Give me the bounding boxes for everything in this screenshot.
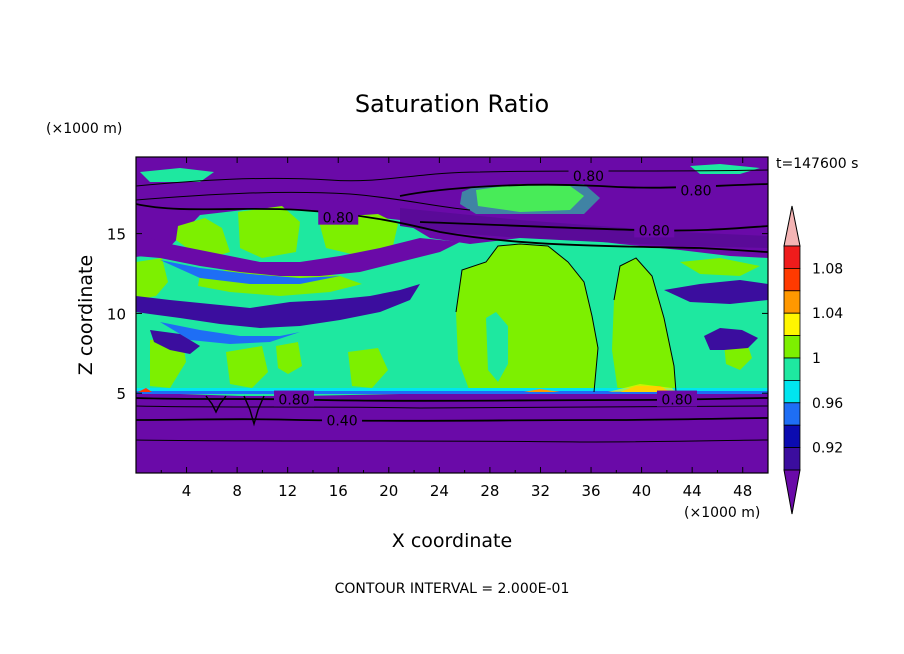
contour-label: 0.80 (278, 393, 309, 409)
field-region-cyan-base-band (136, 388, 768, 391)
colorbar-under-triangle (783, 469, 801, 515)
x-tick-label: 40 (632, 482, 651, 500)
contour-label-bg (634, 221, 675, 238)
colorbar-segment (783, 335, 801, 359)
contour-line-base-1 (136, 397, 768, 402)
x-unit-label: (×1000 m) (684, 505, 760, 521)
time-label: t=147600 s (776, 156, 858, 172)
field-region-blue-base-band (136, 390, 768, 394)
contour-label-bg (322, 411, 363, 428)
field-region-orange-base-left (138, 388, 152, 392)
x-tick-label: 8 (232, 482, 242, 500)
field-region-orange-base-mid (524, 389, 560, 392)
field-region-teal-top-left (140, 168, 214, 182)
contour-label: 0.40 (326, 413, 357, 429)
x-axis-label: X coordinate (392, 530, 512, 552)
x-tick-label: 48 (733, 482, 752, 500)
colorbar-segment (783, 357, 801, 381)
contour-line-base-2 (136, 405, 768, 409)
field-region-green-lower-d (348, 348, 388, 388)
contour-line-upper-3 (419, 221, 768, 232)
contour-line-base-4 (136, 439, 768, 443)
field-region-green-lower-c (276, 342, 302, 374)
colorbar-label: 1.04 (812, 306, 843, 322)
contour-lines (136, 169, 768, 443)
x-tick-label: 16 (329, 482, 348, 500)
y-unit-label: (×1000 m) (46, 121, 122, 137)
field-region-green-column-right (612, 258, 676, 392)
field-region-green-lower-b (226, 346, 268, 388)
field-region-green-mid-right (680, 258, 760, 276)
colorbar-segment (783, 424, 801, 449)
y-axis-ticks: 5 10 15 (107, 226, 768, 403)
colorbar-label: 0.92 (812, 441, 843, 457)
field-region-green-lower-left (136, 258, 168, 300)
y-tick-label: 15 (107, 226, 126, 244)
contour-label-bg (656, 390, 697, 407)
x-axis-ticks: 4 8 12 16 20 24 28 32 36 40 44 48 (160, 157, 752, 500)
x-tick-label: 28 (480, 482, 499, 500)
colorbar-label: 1 (812, 351, 821, 367)
colorbar-segment (783, 267, 801, 292)
field-region-teal-column-inner (486, 312, 508, 382)
contour-label: 0.80 (680, 184, 711, 200)
contour-label-bg (274, 390, 314, 407)
x-tick-label: 24 (430, 482, 449, 500)
contour-labels: 0.80 0.80 0.80 0.80 0.80 0.80 0.40 (274, 167, 716, 429)
y-tick-label: 10 (107, 305, 126, 323)
chart-title: Saturation Ratio (355, 90, 549, 118)
contour-label-bg (675, 181, 716, 198)
contour-interval-footer: CONTOUR INTERVAL = 2.000E-01 (335, 581, 570, 597)
plot-frame (135, 156, 769, 474)
field-region-teal-top-right (690, 164, 760, 174)
contour-label: 0.80 (323, 211, 354, 227)
field-region-purple-band-middle (136, 284, 420, 328)
plot-area: 0.80 0.80 0.80 0.80 0.80 0.80 0.40 (136, 157, 768, 473)
x-tick-label: 4 (182, 482, 192, 500)
colorbar-segment (783, 402, 801, 426)
field-region-yellow-base-right (608, 384, 676, 392)
contour-label: 0.80 (639, 223, 670, 239)
x-tick-label: 36 (581, 482, 600, 500)
field-region-purple-blob-right (704, 328, 758, 350)
colorbar-segment (783, 312, 801, 337)
field-region-purple-band-upper (136, 234, 460, 276)
colorbar: 0.92 0.96 1 1.04 1.08 (783, 205, 843, 515)
contour-label: 0.80 (573, 169, 604, 185)
contour-line-dip-1 (205, 395, 227, 414)
contour-label-bg (318, 208, 359, 225)
colorbar-over-triangle (783, 205, 801, 247)
field-region-green-upper-center (238, 206, 300, 258)
colorbar-segment (783, 245, 801, 269)
field-region-teal-top-lens (460, 184, 600, 214)
field-region-blue-band-middle (160, 322, 300, 344)
contour-line-column (455, 243, 599, 393)
contour-line-upper-5 (136, 191, 471, 211)
field-region-blue-band-upper (160, 260, 340, 284)
colorbar-segment (783, 290, 801, 314)
x-tick-label: 12 (278, 482, 297, 500)
colorbar-segment (783, 447, 801, 471)
contour-line-upper-1 (136, 203, 768, 253)
colorbar-label: 0.96 (812, 396, 843, 412)
contour-line-dip-2 (243, 395, 265, 427)
field-region-purple-band-right (664, 280, 768, 304)
x-tick-label: 44 (683, 482, 702, 500)
y-tick-label: 5 (116, 385, 126, 403)
contour-line-base-3 (136, 417, 768, 422)
contour-line-column-right (613, 257, 677, 393)
x-tick-label: 32 (531, 482, 550, 500)
x-tick-label: 20 (379, 482, 398, 500)
field-region-purple-band-lower (150, 330, 200, 354)
colorbar-label: 1.08 (812, 261, 843, 277)
colorbar-segment (783, 379, 801, 404)
contour-label-bg (568, 167, 609, 184)
contour-line-upper-4 (136, 169, 768, 187)
y-axis-label: Z coordinate (75, 255, 97, 375)
contour-label: 0.80 (661, 393, 692, 409)
